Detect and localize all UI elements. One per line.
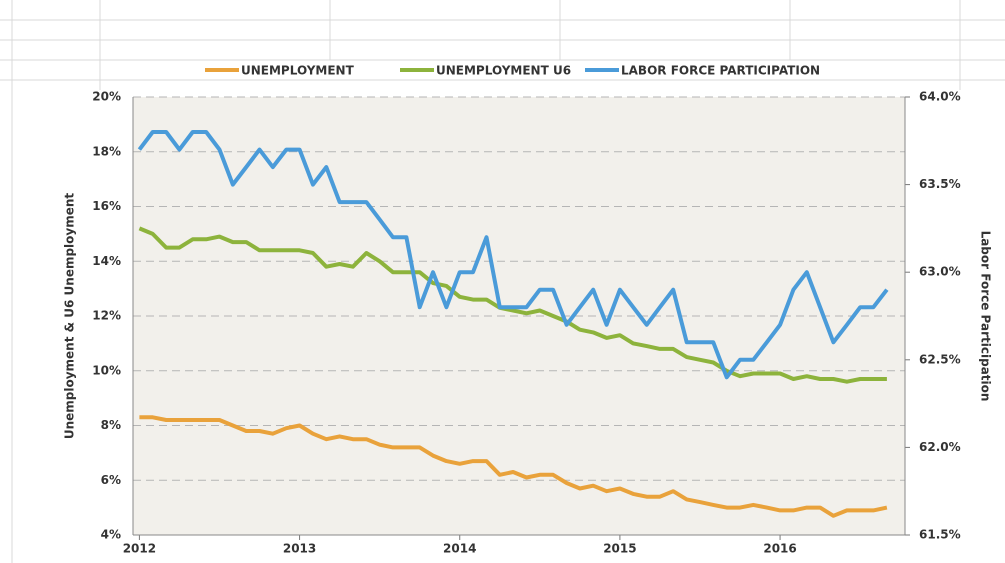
- y-tick-label: 10%: [92, 363, 121, 377]
- legend-label: LABOR FORCE PARTICIPATION: [621, 64, 820, 78]
- y-tick-label: 4%: [101, 528, 121, 542]
- y-tick-label: 6%: [101, 473, 121, 487]
- y-tick-label: 16%: [92, 199, 121, 213]
- x-tick-label: 2014: [443, 542, 476, 556]
- y-tick-label: 12%: [92, 309, 121, 323]
- y-tick-label: 8%: [101, 418, 121, 432]
- y2-tick-label: 63.0%: [919, 265, 961, 279]
- y-tick-label: 18%: [92, 144, 121, 158]
- y2-tick-label: 64.0%: [919, 90, 961, 104]
- legend-label: UNEMPLOYMENT U6: [436, 64, 571, 78]
- y-axis-label: Unemployment & U6 Unemployment: [63, 193, 77, 440]
- y2-axis-label: Labor Force Participation: [979, 231, 993, 402]
- y-tick-label: 14%: [92, 254, 121, 268]
- y2-tick-label: 62.5%: [919, 352, 961, 366]
- legend-label: UNEMPLOYMENT: [241, 64, 355, 78]
- y2-tick-label: 63.5%: [919, 177, 961, 191]
- series-line: [139, 415, 888, 518]
- x-tick-label: 2015: [603, 542, 636, 556]
- series-line: [137, 130, 889, 380]
- x-tick-label: 2016: [763, 542, 796, 556]
- y-tick-label: 20%: [92, 90, 121, 104]
- x-tick-label: 2013: [283, 542, 316, 556]
- y2-tick-label: 61.5%: [919, 528, 961, 542]
- series-line: [138, 226, 887, 384]
- y2-tick-label: 62.0%: [919, 440, 961, 454]
- x-tick-label: 2012: [123, 542, 156, 556]
